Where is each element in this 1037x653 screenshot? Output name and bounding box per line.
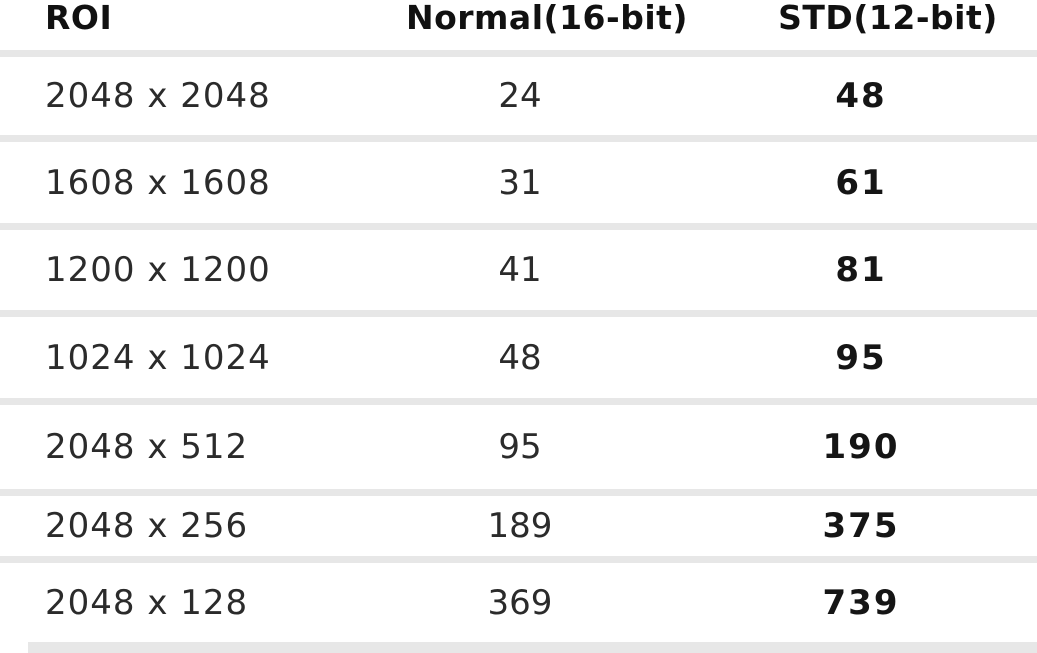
table-row: 2048 x 2048 24 48 — [0, 57, 1037, 135]
table-row: 1024 x 1024 48 95 — [0, 317, 1037, 398]
normal-value-cell: 95 — [498, 427, 542, 467]
roi-cell: 2048 x 128 — [45, 582, 249, 623]
row-divider — [0, 223, 1037, 230]
table-row: 1200 x 1200 41 81 — [0, 230, 1037, 310]
normal-value-cell: 189 — [487, 506, 553, 546]
table-row: 2048 x 128 369 739 — [0, 563, 1037, 642]
row-divider — [0, 398, 1037, 405]
column-header-normal-16bit: Normal(16-bit) — [405, 0, 689, 37]
table-header-row: ROI Normal(16-bit) STD(12-bit) — [0, 0, 1037, 50]
table-row: 1608 x 1608 31 61 — [0, 142, 1037, 223]
normal-value-cell: 41 — [498, 250, 542, 290]
roi-cell: 2048 x 2048 — [45, 76, 271, 116]
std-value-cell: 375 — [822, 506, 900, 546]
normal-value-cell: 369 — [487, 582, 553, 623]
std-value-cell: 61 — [835, 162, 887, 203]
std-value-cell: 739 — [822, 582, 900, 623]
row-divider — [0, 135, 1037, 142]
std-value-cell: 48 — [835, 76, 887, 116]
normal-value-cell: 48 — [498, 337, 542, 378]
row-divider — [0, 310, 1037, 317]
roi-cell: 1608 x 1608 — [45, 162, 271, 203]
row-divider-partial — [28, 642, 1037, 653]
std-value-cell: 95 — [835, 337, 887, 378]
roi-cell: 1200 x 1200 — [45, 250, 271, 290]
row-divider — [0, 556, 1037, 563]
row-divider — [0, 489, 1037, 496]
roi-cell: 1024 x 1024 — [45, 337, 271, 378]
column-header-std-12bit: STD(12-bit) — [778, 0, 998, 37]
std-value-cell: 81 — [835, 250, 887, 290]
table-row: 2048 x 512 95 190 — [0, 405, 1037, 489]
roi-cell: 2048 x 512 — [45, 427, 249, 467]
row-divider — [0, 50, 1037, 57]
std-value-cell: 190 — [822, 427, 900, 467]
normal-value-cell: 31 — [498, 162, 542, 203]
column-header-roi: ROI — [45, 0, 113, 37]
roi-cell: 2048 x 256 — [45, 506, 249, 546]
normal-value-cell: 24 — [498, 76, 542, 116]
table-row: 2048 x 256 189 375 — [0, 496, 1037, 556]
